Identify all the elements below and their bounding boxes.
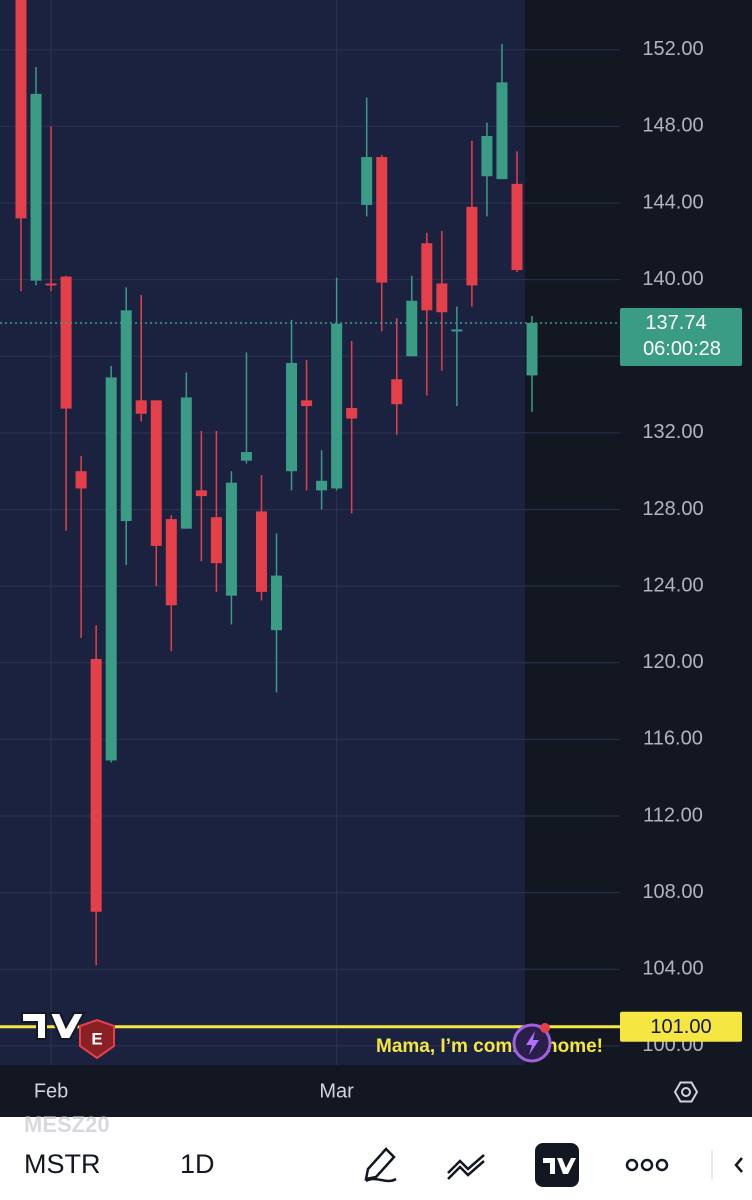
y-tick-label: 128.00 — [642, 498, 703, 520]
y-tick-label: 104.00 — [642, 958, 703, 980]
candle-body — [511, 183, 523, 271]
scroll-chevron[interactable] — [734, 1157, 743, 1173]
candle-body — [45, 283, 57, 286]
candle-body — [180, 397, 192, 529]
assistant-button[interactable] — [512, 1023, 552, 1063]
x-tick-label: Feb — [34, 1080, 68, 1102]
ghost-symbol: MESZ20 — [24, 1112, 110, 1137]
candle-body — [15, 0, 27, 219]
candle-body — [135, 400, 147, 414]
candle-body — [466, 206, 478, 286]
earnings-badge-label: E — [91, 1029, 102, 1048]
y-tick-label: 148.00 — [642, 115, 703, 137]
candle-body — [60, 276, 72, 409]
candle-body — [105, 377, 117, 761]
indicators-button[interactable] — [447, 1154, 485, 1180]
candle-body — [391, 379, 403, 405]
y-tick-label: 152.00 — [642, 38, 703, 60]
candle-body — [406, 300, 418, 357]
candle-body — [436, 283, 448, 313]
settings-button[interactable] — [673, 1081, 699, 1103]
candle-body — [150, 400, 162, 546]
y-tick-label: 144.00 — [642, 191, 703, 213]
y-tick-label: 140.00 — [642, 268, 703, 290]
alert-label: 101.00 — [650, 1016, 711, 1038]
y-tick-label: 124.00 — [642, 574, 703, 596]
tradingview-button[interactable] — [535, 1143, 579, 1187]
y-tick-label: 120.00 — [642, 651, 703, 673]
candle-body — [120, 310, 132, 522]
candle-body — [75, 471, 87, 489]
assistant-icon-dot — [540, 1023, 550, 1033]
x-axis-strip — [0, 1065, 752, 1117]
tradingview-logo — [21, 1012, 86, 1040]
candle-body — [286, 362, 298, 472]
countdown-label: 06:00:28 — [643, 338, 721, 360]
candle-body — [90, 658, 102, 912]
x-tick-label: Mar — [319, 1080, 354, 1102]
interval-button[interactable]: 1D — [180, 1149, 215, 1179]
candle-body — [316, 480, 328, 491]
candle-body — [301, 400, 313, 407]
candle-body — [421, 243, 433, 311]
logo-shape — [21, 1012, 86, 1040]
candle-body — [361, 157, 373, 205]
last-price-label: 137.74 — [645, 312, 706, 334]
y-tick-label: 112.00 — [643, 804, 703, 826]
last-price-box — [620, 307, 742, 366]
candle-body — [346, 407, 358, 419]
more-button[interactable] — [625, 1158, 669, 1172]
candle-body — [481, 135, 493, 177]
earnings-marker[interactable]: E — [79, 1018, 115, 1060]
candle-body — [195, 490, 207, 497]
candle-body — [30, 93, 42, 281]
candle-body — [165, 519, 177, 606]
symbol-button[interactable]: MSTR — [24, 1149, 101, 1179]
candle-body — [255, 511, 267, 592]
y-tick-label: 132.00 — [642, 421, 703, 443]
candle-body — [496, 82, 508, 180]
alert-annotation: Mama, I’m coming home! — [376, 1036, 603, 1057]
candle-body — [225, 482, 237, 596]
candle-body — [451, 329, 463, 332]
candle-body — [210, 517, 222, 564]
alert-box — [620, 1011, 742, 1042]
candle-body — [240, 452, 252, 461]
candle-body — [271, 575, 283, 631]
y-tick-label: 108.00 — [642, 881, 703, 903]
candle-body — [526, 322, 538, 376]
earnings-badge-shape — [79, 1018, 115, 1060]
draw-tool-button[interactable] — [364, 1147, 397, 1183]
y-tick-label: 116.00 — [643, 728, 703, 750]
candle-body — [331, 323, 343, 489]
assistant-icon-bolt — [526, 1031, 539, 1055]
candle-body — [376, 157, 388, 283]
